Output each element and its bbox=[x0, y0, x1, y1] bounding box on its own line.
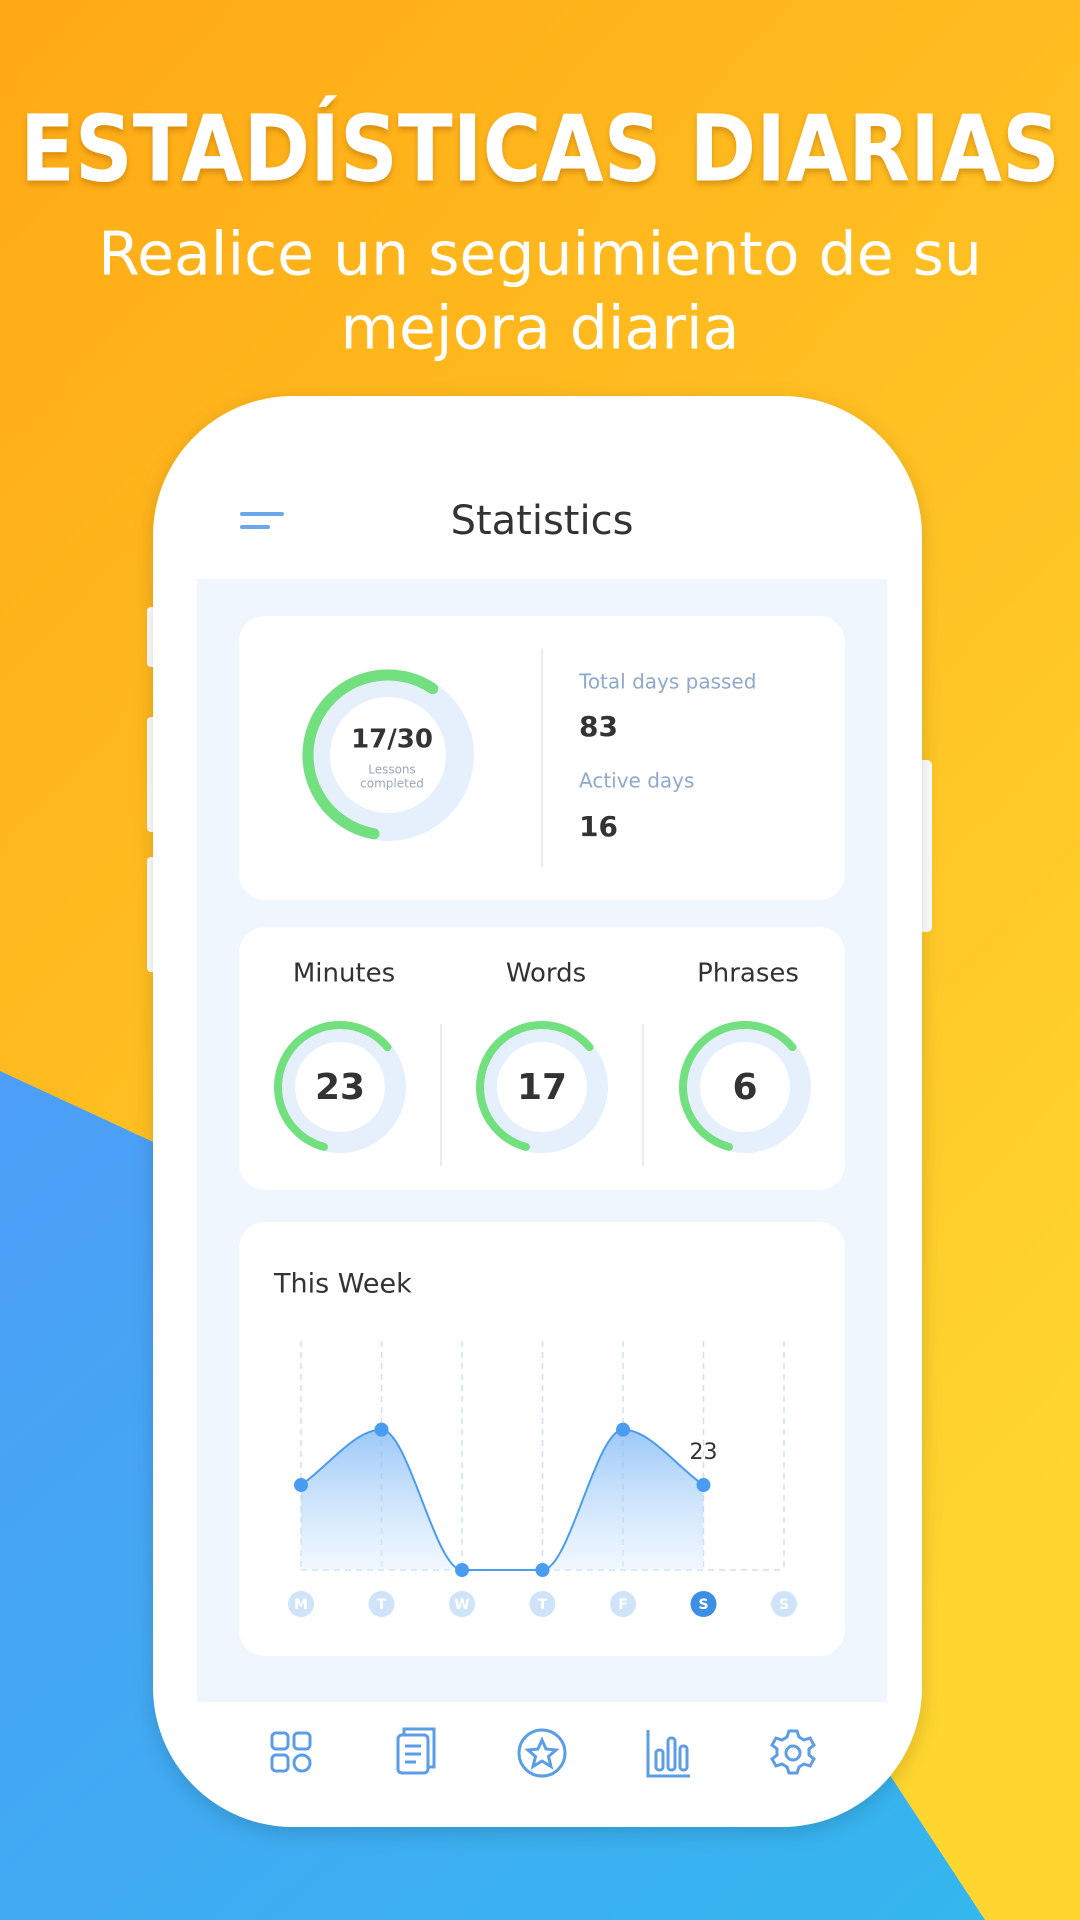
ring-center bbox=[497, 1042, 587, 1132]
progress-arc bbox=[302, 669, 439, 840]
x-tick-label: W bbox=[454, 1597, 469, 1613]
subtitle: mejora diaria bbox=[341, 294, 740, 364]
headline: ESTADÍSTICAS DIARIAS bbox=[20, 94, 1060, 202]
screen-title: Statistics bbox=[451, 498, 634, 544]
day-marker bbox=[368, 1591, 395, 1617]
counter-arc bbox=[274, 1021, 392, 1151]
day-marker bbox=[288, 1591, 314, 1617]
x-tick-label: M bbox=[294, 1597, 308, 1613]
point bbox=[696, 1478, 711, 1493]
nav-bar bbox=[270, 1727, 816, 1778]
subtitle: Realice un seguimiento de su bbox=[98, 220, 982, 290]
ring-center bbox=[700, 1042, 790, 1132]
lessons-caption: Lessons bbox=[368, 763, 416, 777]
point bbox=[374, 1422, 389, 1437]
point bbox=[535, 1563, 550, 1577]
stat-label: Total days passed bbox=[578, 670, 756, 694]
x-tick-label: F bbox=[618, 1597, 628, 1613]
stat-label: Active days bbox=[579, 769, 694, 793]
counter-arc bbox=[476, 1021, 594, 1151]
nav-statistics[interactable] bbox=[646, 1730, 690, 1778]
x-tick-label: S bbox=[698, 1597, 708, 1613]
stat-value: 16 bbox=[579, 810, 618, 843]
day-marker bbox=[449, 1591, 475, 1617]
nav-settings[interactable] bbox=[770, 1729, 816, 1775]
nav-lessons[interactable] bbox=[396, 1727, 436, 1775]
counter-value: 17 bbox=[517, 1067, 567, 1108]
stat-value: 83 bbox=[579, 710, 618, 743]
counter-label: Phrases bbox=[697, 959, 799, 989]
counter-label: Words bbox=[506, 959, 586, 989]
counter-label: Minutes bbox=[293, 959, 395, 989]
area bbox=[301, 1429, 704, 1570]
chart-title: This Week bbox=[273, 1269, 412, 1300]
day-marker bbox=[771, 1591, 797, 1617]
value-label: 23 bbox=[690, 1440, 718, 1465]
counter-arc bbox=[679, 1021, 797, 1151]
point bbox=[294, 1478, 308, 1493]
day-marker bbox=[610, 1591, 636, 1617]
ring-center bbox=[330, 697, 446, 813]
ring-center bbox=[295, 1042, 385, 1132]
nav-favorites[interactable] bbox=[517, 1728, 567, 1778]
nav-home[interactable] bbox=[270, 1731, 312, 1773]
point bbox=[455, 1563, 469, 1577]
x-tick-label: T bbox=[538, 1597, 548, 1613]
counter-value: 6 bbox=[732, 1067, 757, 1108]
lessons-value: 17/30 bbox=[351, 725, 433, 755]
x-tick-label: S bbox=[779, 1597, 789, 1613]
lessons-caption: completed bbox=[360, 777, 424, 791]
day-marker bbox=[690, 1591, 717, 1617]
point bbox=[616, 1422, 630, 1437]
x-tick-label: T bbox=[377, 1597, 387, 1613]
counter-value: 23 bbox=[315, 1067, 365, 1108]
day-marker bbox=[529, 1591, 556, 1617]
chart: 23 M T W T F S S bbox=[288, 1341, 797, 1617]
